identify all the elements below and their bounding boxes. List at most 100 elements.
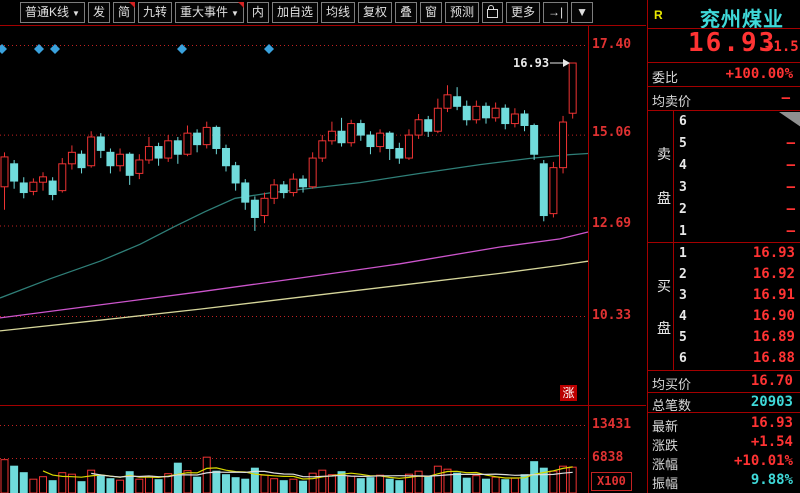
toolbar-button-发[interactable]: 发 (87, 2, 110, 23)
candle (433, 107, 442, 132)
volume-bar (433, 465, 442, 493)
candle (260, 197, 269, 217)
candle (356, 123, 365, 136)
sell-row-2-price[interactable]: — (786, 201, 795, 217)
chevron-down-icon: ▼ (72, 9, 80, 18)
buy-row-4-price[interactable]: 16.90 (752, 308, 795, 324)
volume-bar (202, 456, 211, 493)
volume-bar (260, 474, 269, 493)
toolbar-button-窗[interactable]: 窗 (420, 2, 443, 23)
toolbar-button-加自选[interactable]: 加自选 (271, 2, 318, 23)
toolbar-button-更多[interactable]: 更多 (506, 2, 541, 23)
toolbar-button-九转[interactable]: 九转 (137, 2, 172, 23)
toolbar-button-简[interactable]: 简 (112, 2, 135, 23)
volume-bar (443, 468, 452, 493)
chevron-down-icon: ▼ (231, 9, 239, 18)
volume-bar (279, 480, 288, 493)
candle (327, 130, 336, 142)
buy-row-6-price[interactable]: 16.88 (752, 350, 795, 366)
candle (29, 181, 38, 192)
sell-row-4-level: 4 (679, 158, 687, 173)
sell-row-4-price[interactable]: — (786, 157, 795, 173)
candle (270, 184, 279, 199)
candle (462, 105, 471, 121)
buy-row-1-price[interactable]: 16.93 (752, 245, 795, 261)
volume-bar (539, 467, 548, 493)
buy-row-6-level: 6 (679, 351, 687, 366)
stat-value: 16.93 (750, 415, 793, 431)
volume-bar (221, 474, 230, 493)
toolbar-button-预测[interactable]: 预测 (445, 2, 480, 23)
buy-row-4-level: 4 (679, 309, 687, 324)
buy-row-1-level: 1 (679, 246, 687, 261)
stat-value: +10.01% (733, 453, 793, 469)
sell-row-5-level: 5 (679, 136, 687, 151)
candle (453, 96, 462, 107)
candle (404, 134, 413, 159)
toolbar-button-内[interactable]: 内 (246, 2, 269, 23)
divider (648, 242, 800, 243)
lock-icon[interactable] (482, 2, 504, 23)
volume-bar (29, 478, 38, 493)
volume-bar (491, 476, 500, 493)
stat-value: +1.54 (750, 434, 793, 450)
avg-sell-label: 均卖价 (652, 94, 692, 109)
sell-row-6-level: 6 (679, 114, 687, 129)
dropdown-icon[interactable]: ▼ (571, 2, 594, 23)
volume-bar (144, 475, 153, 493)
sell-row-3-price[interactable]: — (786, 179, 795, 195)
toolbar-button-重大事件[interactable]: 重大事件 ▼ (174, 2, 244, 23)
volume-bar (193, 476, 202, 493)
candle (376, 132, 385, 148)
buy-row-2-level: 2 (679, 267, 687, 282)
candle (125, 153, 134, 176)
candle (212, 126, 221, 149)
candle (116, 153, 125, 167)
candle (318, 140, 327, 159)
candle (135, 159, 144, 174)
sell-row-1-price[interactable]: — (786, 223, 795, 239)
avg-buy-label: 均买价 (652, 377, 692, 392)
volume-bar (231, 477, 240, 493)
candle (173, 140, 182, 155)
buy-row-5-price[interactable]: 16.89 (752, 329, 795, 345)
buy-row-2-price[interactable]: 16.92 (752, 266, 795, 282)
volume-bar (385, 478, 394, 493)
volume-ma10-line (91, 470, 573, 478)
divider (648, 370, 800, 371)
candle (164, 140, 173, 159)
candle (299, 178, 308, 188)
avg-buy-value: 16.70 (750, 373, 793, 389)
candle (472, 105, 481, 121)
stock-title[interactable]: 兖州煤业 (700, 9, 784, 31)
diamond-marker-icon (0, 44, 7, 54)
candles-layer (0, 62, 577, 231)
ma-lines (0, 152, 589, 332)
toolbar-button-均线[interactable]: 均线 (320, 2, 355, 23)
candle (39, 176, 48, 183)
candle (549, 167, 558, 215)
candle (289, 178, 298, 194)
toolbar-button-普通K线[interactable]: 普通K线 ▼ (20, 2, 85, 23)
toolbar-button-叠[interactable]: 叠 (394, 2, 417, 23)
divider (648, 412, 800, 413)
collapse-right-icon[interactable]: →| (543, 2, 569, 23)
last-price-annotation: 16.93 (513, 56, 550, 70)
volume-bar (96, 475, 105, 493)
candle (77, 153, 86, 169)
volume-bar (366, 477, 375, 493)
volume-bar (376, 474, 385, 493)
buy-row-5-level: 5 (679, 330, 687, 345)
gridlines (0, 45, 588, 459)
volume-bar (241, 478, 250, 493)
buy-row-3-price[interactable]: 16.91 (752, 287, 795, 303)
candle (58, 163, 67, 192)
volume-bar (482, 478, 490, 493)
candle (19, 182, 28, 194)
sell-row-5-price[interactable]: — (786, 135, 795, 151)
candle (202, 126, 211, 146)
toolbar-button-复权[interactable]: 复权 (357, 2, 392, 23)
volume-bar (568, 466, 577, 493)
divider (648, 86, 800, 87)
